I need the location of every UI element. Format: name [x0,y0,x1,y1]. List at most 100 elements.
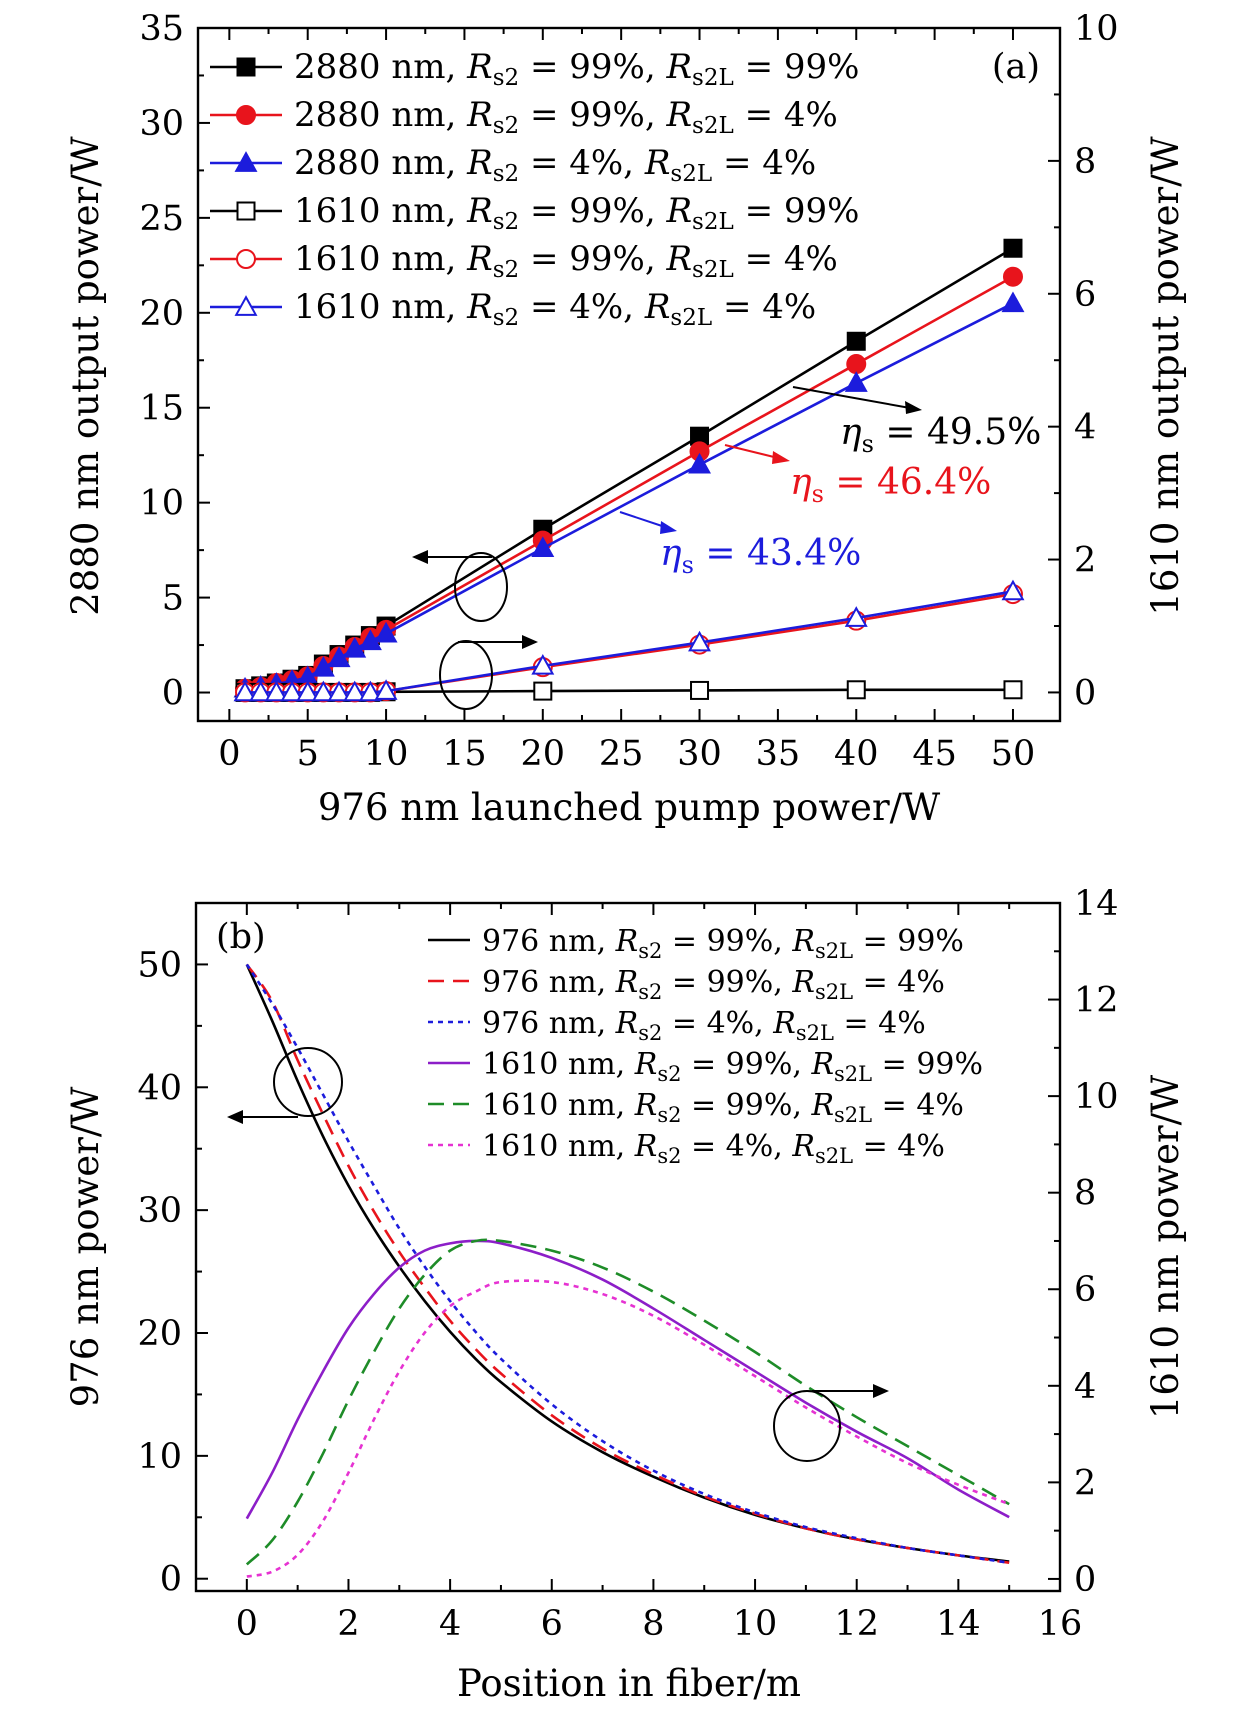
panel-b-left-y-axis-label: 976 nm power/W [64,1087,107,1408]
panel-a-annotation-43-4: ηs = 43.4% [619,511,861,579]
annotation-eta-49-5: ηs = 49.5% [840,412,1041,458]
panel-b-right-y-tick-label: 14 [1074,884,1119,924]
panel-a-left-y-tick-label: 30 [139,104,184,144]
annotation-eta-46-4: ηs = 46.4% [790,462,991,508]
panel-b-legend-item-5: 1610 nm, Rs2 = 99%, Rs2L = 4% [428,1088,964,1127]
panel-a-right-y-axis-label: 1610 nm output power/W [1144,136,1187,615]
panel-a-series-1-point [1003,238,1023,258]
annotation-eta-43-4: ηs = 43.4% [660,533,861,579]
panel-a-legend-label: 1610 nm, Rs2 = 99%, Rs2L = 4% [294,239,838,283]
panel-b-legend-item-2: 976 nm, Rs2 = 99%, Rs2L = 4% [428,965,945,1004]
panel-a-legend: 2880 nm, Rs2 = 99%, Rs2L = 99%2880 nm, R… [210,47,859,331]
panel-a-legend-item-1: 2880 nm, Rs2 = 99%, Rs2L = 99% [210,47,859,91]
panel-b-right-y-axis-label: 1610 nm power/W [1144,1075,1187,1419]
panel-b-label: (b) [216,917,266,957]
panel-b-legend-label: 1610 nm, Rs2 = 99%, Rs2L = 4% [482,1088,964,1127]
panel-a-data [233,238,1025,703]
panel-a-legend-marker [234,151,258,172]
panel-b-left-y-tick-label: 30 [137,1191,182,1231]
panel-a-series-6-point [844,606,868,627]
panel-b-series-3-line [245,963,1010,1565]
panel-a-left-y-axis-label: 2880 nm output power/W [64,136,107,615]
panel-a-right-axis-indicator [439,635,538,710]
panel-a-x-tick-label: 30 [677,734,722,774]
panel-b-legend-item-1: 976 nm, Rs2 = 99%, Rs2L = 99% [428,924,964,963]
panel-a-right-y-tick-label: 2 [1074,541,1096,581]
panel-a-series-3-point [531,536,555,558]
panel-a-left-y-tick-label: 25 [139,199,184,239]
panel-a-series-6-point [531,654,555,675]
panel-b-x-tick-label: 0 [236,1604,258,1644]
panel-b-left-y-tick-label: 10 [137,1437,182,1477]
panel-a-legend-label: 2880 nm, Rs2 = 99%, Rs2L = 99% [294,47,859,91]
panel-b-right-y-tick-label: 12 [1074,981,1119,1021]
panel-a-right-y-tick-label: 0 [1074,673,1096,713]
panel-a-series-6-point [358,680,382,702]
panel-a-series-3-point [358,629,382,651]
panel-a-x-tick-label: 5 [297,734,319,774]
panel-b-frame [194,901,1062,1593]
panel-b-right-axis-indicator [773,1384,889,1462]
panel-b-series-6 [246,1279,1010,1578]
panel-b-x-tick-label: 14 [936,1604,981,1644]
panel-b-right-y-tick-label: 2 [1074,1463,1096,1503]
panel-b-x-tick-label: 16 [1038,1604,1083,1644]
panel-a-series-6-point [374,679,398,700]
panel-a-series-3-point [374,621,398,643]
panel-b-data [245,963,1010,1578]
panel-b-right-y-tick-label: 10 [1074,1077,1119,1117]
panel-a-right-y-tick-label: 8 [1074,142,1096,182]
panel-b-series-3 [245,963,1010,1565]
panel-a-legend-label: 2880 nm, Rs2 = 99%, Rs2L = 4% [294,95,838,139]
panel-b-legend-item-6: 1610 nm, Rs2 = 4%, Rs2L = 4% [428,1129,945,1168]
panel-a-series-6-point [233,680,257,702]
panel-a-series-6-point [688,630,712,652]
panel-b-right-y-tick-label: 6 [1074,1270,1096,1310]
panel-b-right-y-tick-label: 0 [1074,1560,1096,1600]
panel-a-left-y-tick-label: 20 [139,294,184,334]
panel-a-right-y-tick-label: 4 [1074,408,1096,448]
panel-a-legend-item-6: 1610 nm, Rs2 = 4%, Rs2L = 4% [210,287,816,331]
panel-a-series-3-point [844,371,868,392]
panel-a-series-6-point [1001,579,1025,601]
panel-b-series-4 [245,1239,1010,1520]
panel-a: 0 5 10 15 20 25 30 35 40 45 50 0 5 10 15 20 25 30 35 0 2 4 6 8 1… [64,9,1187,829]
panel-a-series-6-point [249,680,273,702]
panel-b-series-2-line [245,963,1010,1565]
panel-b-left-y-tick-label: 50 [137,945,182,985]
panel-a-x-tick-label: 15 [442,734,487,774]
panel-a-legend-marker [236,201,256,221]
panel-a-x-tick-label: 0 [218,734,240,774]
panel-a-left-axis-indicator [412,550,508,622]
panel-a-x-axis-label: 976 nm launched pump power/W [318,786,940,829]
panel-a-right-y-tick-label: 6 [1074,275,1096,315]
panel-a-x-tick-label: 35 [756,734,801,774]
panel-a-series-4-point [846,680,866,700]
panel-b-legend-label: 976 nm, Rs2 = 4%, Rs2L = 4% [482,1006,926,1045]
panel-a-left-y-tick-label: 5 [162,579,184,619]
panel-b-x-axis-label: Position in fiber/m [457,1662,801,1705]
panel-b-legend: 976 nm, Rs2 = 99%, Rs2L = 99%976 nm, Rs2… [428,924,983,1168]
panel-a-series-4-point [1003,680,1023,700]
panel-b-legend-item-3: 976 nm, Rs2 = 4%, Rs2L = 4% [428,1006,926,1045]
panel-a-series-3-point [343,637,367,658]
panel-b-legend-label: 1610 nm, Rs2 = 99%, Rs2L = 99% [482,1047,983,1086]
panel-a-series-2-point [1002,266,1023,287]
panel-b-series-5 [245,1238,1010,1566]
panel-a-left-y-tick-label: 0 [162,674,184,714]
panel-b-x-tick-label: 10 [733,1604,778,1644]
panel-a-ticks: 0 5 10 15 20 25 30 35 40 45 50 0 5 10 15 20 25 30 35 0 2 4 6 8 1… [139,9,1118,774]
panel-a-series-4-point [533,681,553,701]
panel-a-legend-item-5: 1610 nm, Rs2 = 99%, Rs2L = 4% [210,239,838,283]
panel-a-x-tick-label: 25 [599,734,644,774]
panel-a-legend-marker [234,295,258,316]
panel-a-legend-label: 2880 nm, Rs2 = 4%, Rs2L = 4% [294,143,816,187]
panel-a-legend-item-4: 1610 nm, Rs2 = 99%, Rs2L = 99% [210,191,859,235]
panel-b-left-y-tick-label: 0 [160,1560,182,1600]
panel-a-series-6 [233,579,1025,702]
panel-a-series-6-point [343,680,367,702]
panel-a-series-6-point [311,680,335,702]
